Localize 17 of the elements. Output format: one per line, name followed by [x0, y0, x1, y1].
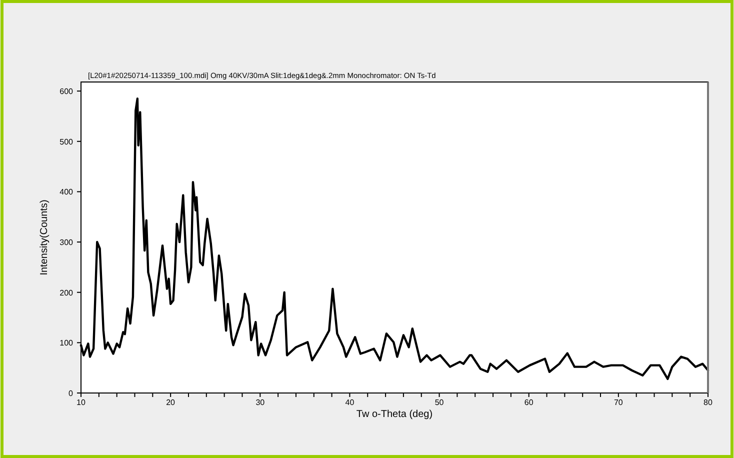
y-tick-label: 100	[60, 338, 74, 348]
x-tick-label: 40	[345, 398, 355, 407]
x-tick-label: 50	[434, 398, 444, 407]
y-tick-label: 600	[60, 87, 74, 96]
x-tick-label: 20	[166, 398, 176, 407]
y-tick-label: 0	[68, 389, 74, 398]
y-tick-label: 500	[60, 137, 74, 146]
x-tick-label: 70	[614, 398, 624, 407]
x-tick-label: 60	[524, 398, 534, 407]
x-tick-label: 10	[76, 398, 86, 407]
y-tick-label: 300	[60, 238, 74, 248]
y-tick-label: 400	[60, 188, 74, 197]
x-tick-label: 30	[256, 398, 266, 407]
y-tick-label: 200	[60, 288, 74, 298]
x-tick-label: 80	[704, 398, 713, 407]
y-axis-title: Intensity(Counts)	[39, 200, 50, 276]
x-axis-title: Tw o-Theta (deg)	[356, 409, 433, 420]
